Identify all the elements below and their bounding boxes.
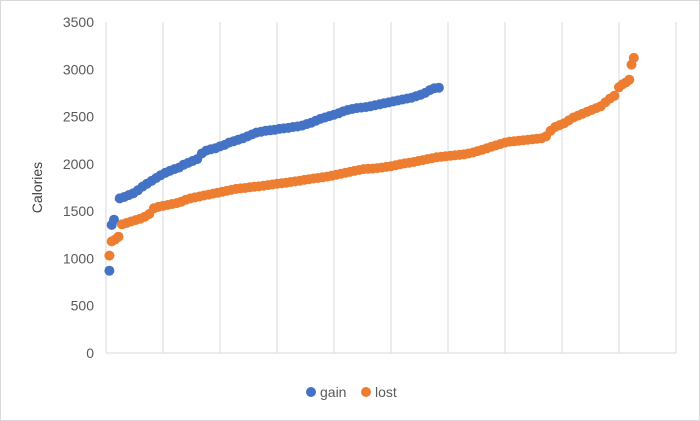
legend-lost-label: lost [375,384,397,400]
legend-gain-marker [306,387,316,397]
point-lost-3 [113,231,124,242]
y-tick-label: 3500 [63,14,94,30]
series-gain-points [104,82,444,276]
point-gain-2 [109,214,119,225]
vertical-gridlines [105,22,677,353]
point-lost-112 [609,90,620,101]
point-gain-0 [104,265,115,276]
series-lost-points [104,52,639,261]
legend-lost-marker [361,387,371,397]
y-tick-label: 2500 [63,109,94,125]
point-lost-118 [628,52,639,63]
point-lost-116 [624,74,635,85]
y-tick-label: 1000 [63,250,94,266]
y-tick-label: 1500 [63,203,94,219]
y-tick-label: 3000 [63,61,94,77]
point-gain-73 [433,82,444,93]
y-axis-title: Calories [29,162,45,213]
y-tick-labels: 0 500 1000 1500 2000 2500 3000 3500 [63,14,94,361]
y-tick-label: 2000 [63,156,94,172]
y-tick-label: 0 [86,345,94,361]
legend-gain-label: gain [320,384,346,400]
point-lost-0 [104,250,115,261]
legend: gain lost [306,384,397,400]
y-tick-label: 500 [71,298,95,314]
